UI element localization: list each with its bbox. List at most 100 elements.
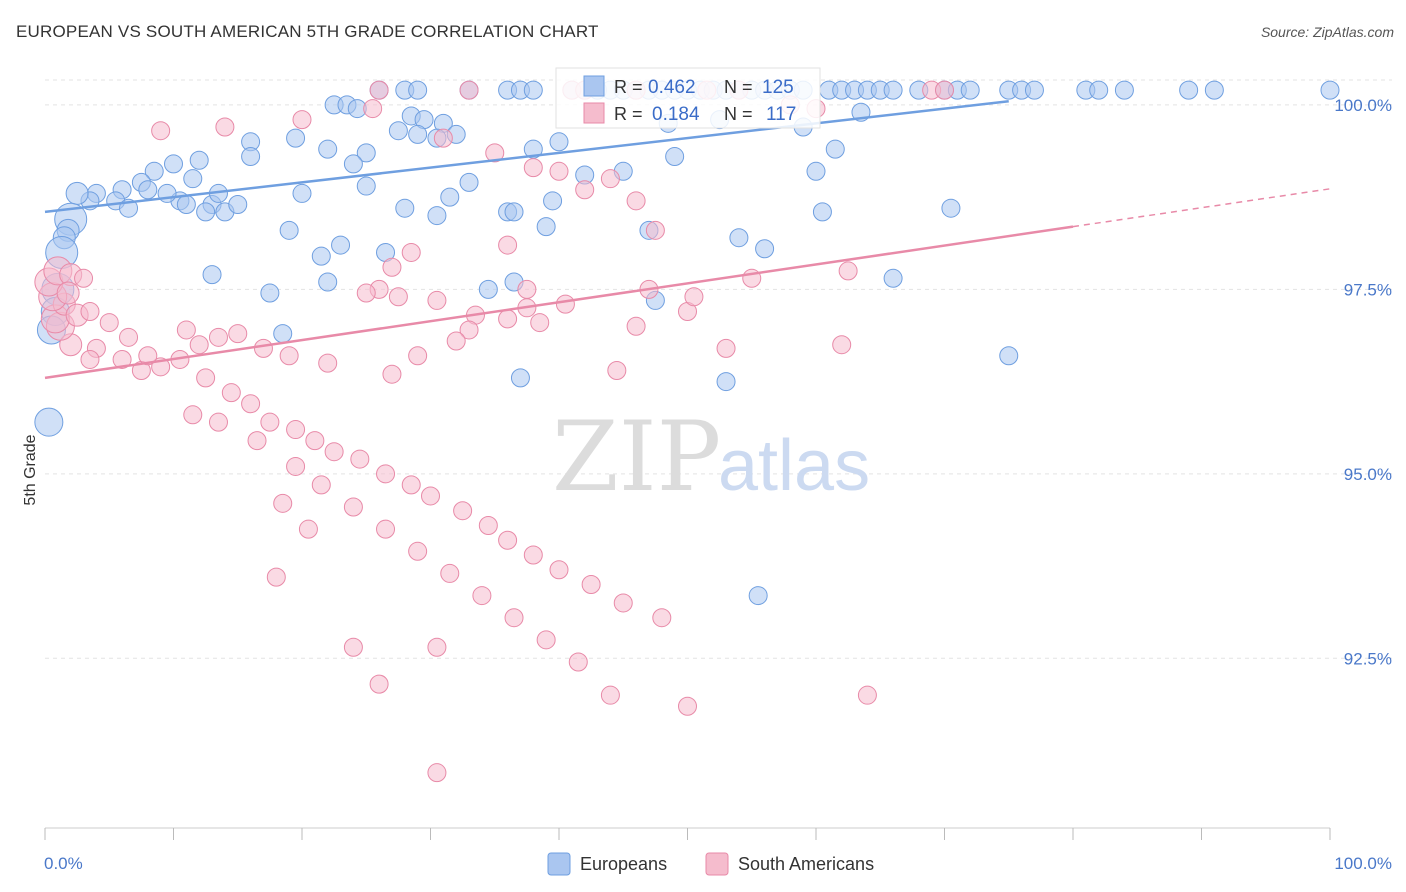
y-tick-label-1: 97.5%: [1344, 280, 1392, 299]
point-europeans-111: [883, 268, 903, 288]
point-south-americans-64: [138, 346, 158, 366]
x-tick-label-left: 0.0%: [44, 854, 83, 873]
point-south-americans-104: [427, 763, 447, 783]
point-south-americans-18: [549, 161, 569, 181]
y-tick-label-2: 95.0%: [1344, 465, 1392, 484]
point-south-americans-90: [376, 519, 396, 539]
y-tick-label-3: 92.5%: [1344, 649, 1392, 668]
y-axis-label: 5th Grade: [22, 434, 39, 505]
point-europeans-66: [138, 180, 158, 200]
point-south-americans-92: [440, 563, 460, 583]
point-south-americans-102: [678, 696, 697, 716]
point-south-americans-98: [343, 637, 363, 657]
point-south-americans-1: [459, 80, 479, 100]
stats-n-value-south-americans: 117: [766, 104, 796, 125]
stats-n-label-south-americans: N =: [724, 104, 753, 124]
point-europeans-84: [395, 198, 415, 218]
stats-r-label-south-americans: R =: [614, 104, 643, 124]
point-europeans-71: [65, 181, 89, 205]
stats-legend: R = 0.462 N = 125 R = 0.184 N = 117: [555, 67, 821, 129]
point-europeans-80: [228, 195, 248, 215]
point-south-americans-32: [498, 309, 518, 329]
point-europeans-64: [144, 161, 164, 181]
watermark: ZIP atlas: [552, 401, 870, 513]
point-south-americans-94: [504, 608, 524, 628]
point-south-americans-35: [408, 346, 428, 366]
point-south-americans-40: [228, 324, 248, 344]
point-europeans-57: [318, 139, 338, 159]
point-south-americans-100: [427, 637, 447, 657]
point-europeans-96: [331, 235, 351, 255]
point-south-americans-70: [305, 431, 325, 451]
point-south-americans-68: [260, 412, 280, 432]
point-europeans-122: [549, 132, 569, 152]
point-south-americans-79: [523, 545, 543, 565]
point-south-americans-11: [363, 99, 383, 119]
point-south-americans-20: [575, 180, 595, 200]
point-south-americans-107: [607, 361, 627, 381]
point-europeans-63: [183, 169, 203, 189]
stats-r-value-south-americans: 0.184: [652, 104, 700, 125]
point-europeans-113: [716, 372, 736, 392]
point-europeans-101: [202, 265, 222, 285]
point-south-americans-91: [408, 541, 428, 561]
legend-swatch-south-americans: [705, 852, 729, 876]
point-south-americans-115: [838, 261, 858, 281]
stats-r-value-europeans: 0.462: [648, 77, 696, 98]
point-south-americans-0: [369, 80, 389, 100]
point-europeans-124: [941, 198, 961, 218]
stats-n-label-europeans: N =: [724, 77, 753, 97]
point-south-americans-83: [652, 608, 672, 628]
point-south-americans-13: [215, 117, 235, 137]
point-south-americans-85: [208, 412, 228, 432]
point-south-americans-84: [183, 405, 203, 425]
point-south-americans-17: [523, 158, 543, 178]
point-south-americans-14: [151, 121, 171, 141]
point-south-americans-71: [324, 442, 344, 462]
point-south-americans-113: [684, 287, 704, 307]
legend-label-europeans: Europeans: [580, 854, 667, 874]
point-europeans-87: [536, 217, 556, 237]
point-europeans-6: [523, 80, 543, 100]
point-south-americans-15: [433, 128, 453, 148]
point-south-americans-34: [446, 331, 466, 351]
watermark-zip: ZIP: [552, 401, 721, 513]
chart-source: Source: ZipAtlas.com: [1260, 24, 1394, 40]
point-europeans-118: [504, 202, 524, 222]
point-south-americans-93: [472, 586, 492, 606]
point-europeans-119: [459, 172, 479, 192]
point-south-americans-33: [459, 320, 479, 340]
point-south-americans-97: [266, 567, 286, 587]
point-europeans-115: [34, 407, 64, 437]
point-south-americans-101: [600, 685, 620, 705]
point-europeans-40: [1089, 80, 1109, 100]
chart-title: EUROPEAN VS SOUTH AMERICAN 5TH GRADE COR…: [16, 22, 599, 41]
point-south-americans-24: [401, 242, 421, 262]
point-south-americans-118: [555, 294, 575, 314]
stats-swatch-south-americans: [583, 102, 605, 124]
point-europeans-62: [164, 154, 183, 174]
point-europeans-75: [176, 195, 196, 215]
y-tick-labels: 100.0% 97.5% 95.0% 92.5%: [1334, 96, 1392, 668]
x-tick-label-right: 100.0%: [1334, 854, 1392, 873]
trend-line-dashed-south-americans: [1072, 188, 1331, 228]
point-europeans-56: [286, 128, 306, 148]
point-europeans-38: [1024, 80, 1044, 100]
point-south-americans-28: [427, 290, 447, 310]
point-south-americans-47: [112, 349, 132, 369]
point-europeans-60: [343, 154, 363, 174]
point-europeans-95: [311, 246, 331, 266]
point-south-americans-106: [298, 519, 318, 539]
point-south-americans-22: [645, 220, 665, 240]
point-europeans-35: [960, 80, 980, 100]
trend-line-south-americans: [44, 225, 1074, 380]
point-south-americans-86: [247, 431, 267, 451]
point-south-americans-108: [716, 338, 736, 358]
point-south-americans-41: [208, 327, 228, 347]
point-europeans-100: [260, 283, 280, 303]
axes: [44, 827, 1331, 840]
point-south-americans-39: [253, 338, 273, 358]
point-europeans-43: [1204, 80, 1224, 100]
point-south-americans-12: [292, 110, 312, 130]
